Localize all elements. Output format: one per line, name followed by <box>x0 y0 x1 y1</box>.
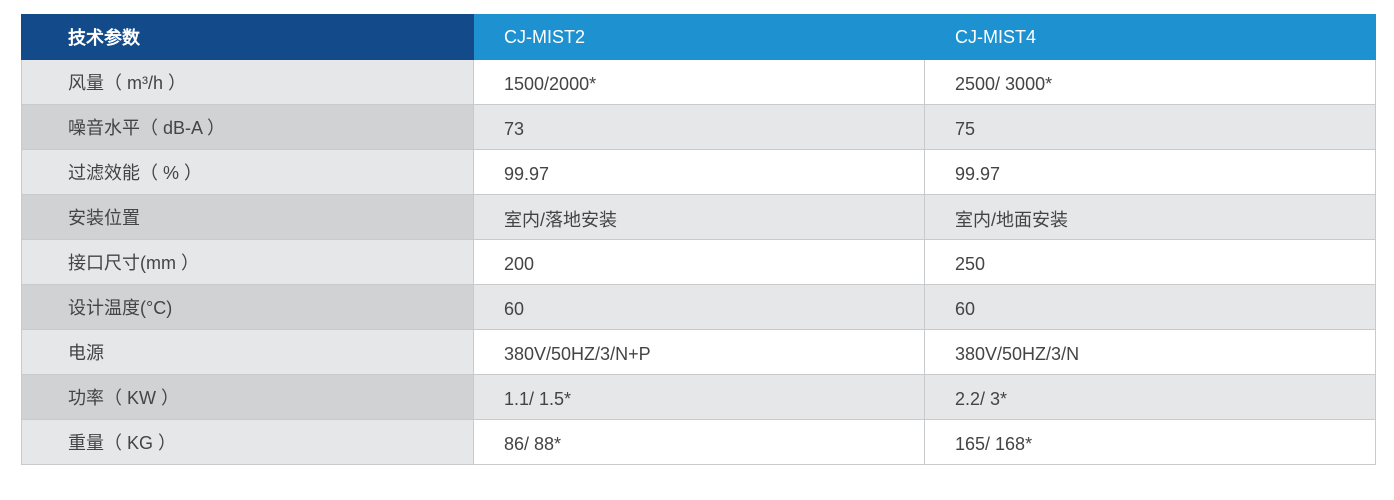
parameter-label: 功率（ KW ） <box>21 374 474 420</box>
parameter-value: 73 <box>473 104 925 150</box>
spec-table: 技术参数 CJ-MIST2 CJ-MIST4 风量（ m³/h ） 1500/20… <box>21 14 1376 465</box>
parameter-value: 2.2/ 3* <box>924 374 1376 420</box>
table-row: 风量（ m³/h ） 1500/2000* 2500/ 3000* <box>21 59 1376 105</box>
parameter-label: 接口尺寸(mm ） <box>21 239 474 285</box>
table-row: 接口尺寸(mm ） 200 250 <box>21 239 1376 285</box>
parameter-value: 1500/2000* <box>473 59 925 105</box>
parameter-value: 60 <box>924 284 1376 330</box>
parameter-value: 2500/ 3000* <box>924 59 1376 105</box>
parameter-value: 165/ 168* <box>924 419 1376 465</box>
header-row: 技术参数 CJ-MIST2 CJ-MIST4 <box>21 14 1376 60</box>
table-row: 设计温度(°C) 60 60 <box>21 284 1376 330</box>
parameter-value: 99.97 <box>473 149 925 195</box>
parameter-label: 设计温度(°C) <box>21 284 474 330</box>
parameter-label: 风量（ m³/h ） <box>21 59 474 105</box>
header-model-2: CJ-MIST4 <box>924 14 1376 60</box>
parameter-label: 噪音水平（ dB-A ） <box>21 104 474 150</box>
parameter-label: 重量（ KG ） <box>21 419 474 465</box>
parameter-value: 60 <box>473 284 925 330</box>
parameter-value: 380V/50HZ/3/N <box>924 329 1376 375</box>
parameter-value: 室内/地面安装 <box>924 194 1376 240</box>
parameter-label: 过滤效能（ % ） <box>21 149 474 195</box>
table-row: 功率（ KW ） 1.1/ 1.5* 2.2/ 3* <box>21 374 1376 420</box>
table-row: 过滤效能（ % ） 99.97 99.97 <box>21 149 1376 195</box>
parameter-value: 75 <box>924 104 1376 150</box>
table-row: 电源 380V/50HZ/3/N+P 380V/50HZ/3/N <box>21 329 1376 375</box>
table-row: 安装位置 室内/落地安装 室内/地面安装 <box>21 194 1376 240</box>
table-row: 噪音水平（ dB-A ） 73 75 <box>21 104 1376 150</box>
parameter-value: 室内/落地安装 <box>473 194 925 240</box>
table-row: 重量（ KG ） 86/ 88* 165/ 168* <box>21 419 1376 465</box>
parameter-label: 安装位置 <box>21 194 474 240</box>
parameter-value: 86/ 88* <box>473 419 925 465</box>
parameter-value: 380V/50HZ/3/N+P <box>473 329 925 375</box>
header-model-1: CJ-MIST2 <box>473 14 925 60</box>
parameter-value: 200 <box>473 239 925 285</box>
header-parameter: 技术参数 <box>21 14 474 60</box>
parameter-label: 电源 <box>21 329 474 375</box>
parameter-value: 1.1/ 1.5* <box>473 374 925 420</box>
parameter-value: 250 <box>924 239 1376 285</box>
parameter-value: 99.97 <box>924 149 1376 195</box>
